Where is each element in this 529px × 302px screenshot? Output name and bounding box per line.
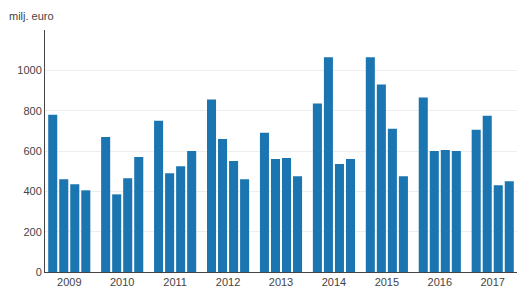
- svg-text:2013: 2013: [269, 276, 293, 288]
- svg-text:200: 200: [23, 226, 41, 238]
- svg-text:2014: 2014: [322, 276, 346, 288]
- svg-text:milj. euro: milj. euro: [9, 10, 54, 22]
- svg-text:2016: 2016: [428, 276, 452, 288]
- svg-text:0: 0: [36, 266, 42, 278]
- svg-text:2009: 2009: [57, 276, 81, 288]
- svg-text:2012: 2012: [216, 276, 240, 288]
- svg-text:800: 800: [23, 105, 41, 117]
- svg-text:1000: 1000: [17, 64, 41, 76]
- svg-text:2017: 2017: [480, 276, 504, 288]
- svg-text:2015: 2015: [375, 276, 399, 288]
- svg-text:400: 400: [23, 185, 41, 197]
- svg-text:2010: 2010: [110, 276, 134, 288]
- svg-text:2011: 2011: [163, 276, 187, 288]
- svg-text:600: 600: [23, 145, 41, 157]
